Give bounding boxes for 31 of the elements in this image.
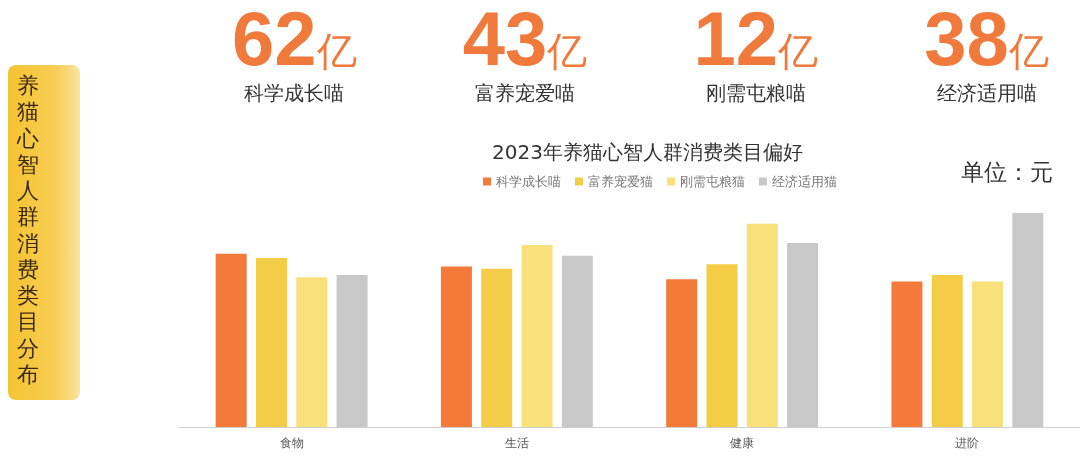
bar: [666, 279, 698, 427]
legend-label: 科学成长喵: [496, 174, 561, 189]
bar: [215, 253, 247, 427]
bar: [440, 266, 472, 427]
bar: [481, 268, 513, 427]
text: 富养宠爱喵: [474, 81, 577, 105]
bar: [972, 281, 1004, 427]
bar: [521, 245, 553, 427]
legend-label: 刚需屯粮猫: [680, 174, 745, 189]
x-tick-label: 健康: [730, 436, 755, 450]
bar: [706, 264, 738, 427]
bar: [255, 257, 287, 427]
chart-title: 2023年养猫心智人群消费类目偏好: [492, 140, 803, 164]
text: 38亿: [924, 0, 1049, 81]
text: 刚需屯粮喵: [704, 81, 807, 105]
text: 62亿: [232, 0, 357, 81]
text: 12亿: [693, 0, 819, 81]
text: 经济适用喵: [935, 81, 1038, 105]
bar: [746, 223, 778, 427]
text: 单位：元: [961, 158, 1053, 185]
bar: [891, 281, 923, 427]
text: 43亿: [462, 0, 588, 81]
bar: [931, 275, 963, 427]
legend-label: 富养宠爱猫: [588, 174, 653, 189]
x-tick-label: 生活: [504, 436, 529, 450]
x-tick-label: 食物: [279, 436, 304, 450]
bar: [296, 277, 328, 427]
text: 科学成长喵: [243, 81, 346, 105]
chart-title: 养猫心智人群消费类目分布: [17, 73, 39, 387]
legend-label: 经济适用猫: [772, 174, 837, 189]
x-tick-label: 进阶: [955, 436, 980, 450]
